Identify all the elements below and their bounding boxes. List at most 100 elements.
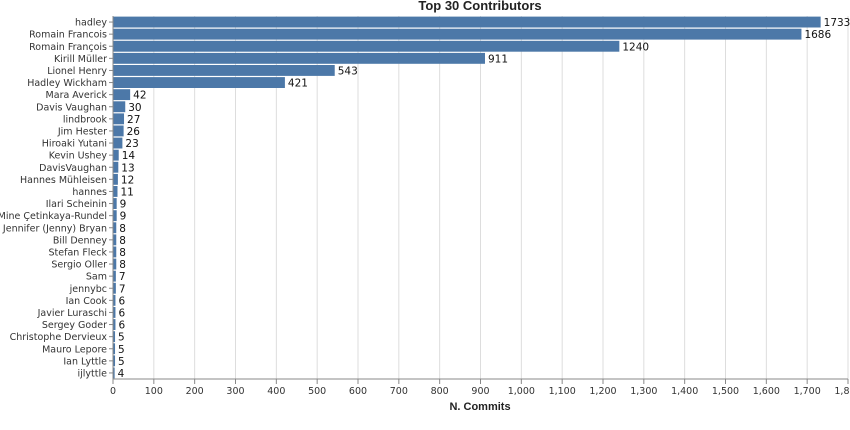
gridlines bbox=[112, 16, 849, 379]
bar bbox=[113, 234, 117, 246]
bar bbox=[113, 210, 117, 222]
x-tick-label: 1,300 bbox=[630, 386, 657, 397]
category-label: Sam bbox=[86, 272, 107, 283]
value-label: 7 bbox=[119, 271, 126, 283]
bar bbox=[113, 331, 116, 343]
bar bbox=[113, 355, 116, 367]
value-label: 6 bbox=[118, 295, 125, 307]
category-label: jennybc bbox=[69, 284, 107, 295]
category-label: Stefan Fleck bbox=[49, 247, 108, 258]
x-axis-title: N. Commits bbox=[449, 401, 510, 413]
category-label: hannes bbox=[72, 187, 107, 198]
x-tick-label: 500 bbox=[308, 386, 326, 397]
value-label: 11 bbox=[120, 186, 133, 198]
category-label: lindbrook bbox=[63, 114, 108, 125]
bar bbox=[113, 319, 116, 330]
category-label: Ian Cook bbox=[66, 296, 108, 307]
value-label: 8 bbox=[119, 247, 126, 259]
bars: 1733168612409115434214230272623141312119… bbox=[113, 16, 850, 380]
value-label: 12 bbox=[121, 174, 134, 186]
bar bbox=[113, 113, 125, 125]
value-label: 421 bbox=[288, 78, 308, 90]
category-label: Jennifer (Jenny) Bryan bbox=[2, 223, 107, 234]
bar bbox=[113, 343, 116, 355]
x-tick-label: 800 bbox=[431, 386, 449, 397]
bar bbox=[113, 40, 620, 52]
x-tick-label: 1,500 bbox=[712, 386, 739, 397]
category-label: DavisVaughan bbox=[39, 163, 107, 174]
bar bbox=[113, 246, 117, 258]
x-tick-label: 0 bbox=[110, 386, 116, 397]
category-label: Mara Averick bbox=[46, 90, 108, 101]
bar bbox=[113, 258, 117, 270]
category-label: Javier Luraschi bbox=[37, 308, 107, 319]
bar bbox=[113, 89, 131, 101]
category-label: Kevin Ushey bbox=[49, 151, 108, 162]
category-label: Jim Hester bbox=[57, 126, 107, 137]
value-label: 42 bbox=[133, 90, 146, 102]
bar bbox=[113, 28, 802, 40]
value-label: 9 bbox=[120, 211, 127, 223]
bar bbox=[113, 149, 119, 161]
category-label: Sergio Oller bbox=[51, 260, 107, 271]
bar bbox=[113, 222, 117, 234]
x-tick-label: 900 bbox=[471, 386, 489, 397]
value-label: 5 bbox=[118, 356, 125, 368]
category-label: Bill Denney bbox=[53, 235, 108, 246]
bar bbox=[113, 101, 126, 113]
bar bbox=[113, 77, 285, 88]
value-label: 8 bbox=[119, 259, 126, 271]
value-label: 4 bbox=[118, 368, 125, 380]
category-label: Hiroaki Yutani bbox=[42, 139, 107, 150]
x-tick-label: 1,000 bbox=[508, 386, 535, 397]
value-label: 13 bbox=[121, 162, 134, 174]
chart-title: Top 30 Contributors bbox=[418, 0, 541, 13]
category-label: Kirill Müller bbox=[54, 54, 107, 65]
category-label: Hannes Mühleisen bbox=[20, 175, 107, 186]
axes: 0 100 200 300 400 500 600 700 800 900 1,000 1,100 1,… bbox=[0, 16, 850, 397]
value-label: 30 bbox=[128, 102, 141, 114]
bar bbox=[113, 173, 118, 185]
bar bbox=[113, 198, 117, 209]
category-label: Mauro Lepore bbox=[42, 344, 107, 355]
x-tick-label: 700 bbox=[390, 386, 408, 397]
bar bbox=[113, 307, 116, 318]
value-label: 26 bbox=[127, 126, 141, 138]
value-label: 8 bbox=[119, 223, 126, 235]
x-tick-label: 1,700 bbox=[794, 386, 821, 397]
value-label: 543 bbox=[338, 65, 358, 77]
bar bbox=[113, 367, 115, 379]
value-label: 911 bbox=[488, 53, 508, 65]
bar bbox=[113, 65, 335, 76]
x-tick-label: 100 bbox=[145, 386, 163, 397]
value-label: 14 bbox=[122, 150, 136, 162]
x-tick-label: 1,400 bbox=[671, 386, 698, 397]
category-label: Christophe Dervieux bbox=[10, 332, 108, 343]
category-label: ijlyttle bbox=[78, 368, 108, 379]
bar bbox=[113, 282, 116, 294]
value-label: 7 bbox=[119, 283, 126, 295]
category-label: hadley bbox=[75, 18, 107, 29]
category-label: Ilari Scheinin bbox=[46, 199, 107, 210]
bar bbox=[113, 161, 119, 173]
value-label: 1733 bbox=[824, 17, 850, 29]
category-label: Lionel Henry bbox=[47, 66, 107, 77]
bar bbox=[113, 16, 821, 28]
x-tick-label: 1,800 bbox=[834, 386, 850, 397]
bar bbox=[113, 137, 123, 149]
category-label: Romain Francois bbox=[29, 30, 107, 41]
x-tick-label: 1,100 bbox=[549, 386, 576, 397]
category-label: Davis Vaughan bbox=[36, 102, 107, 113]
bar bbox=[113, 186, 118, 197]
category-label: Mine Çetinkaya-Rundel bbox=[0, 211, 107, 222]
x-tick-label: 1,200 bbox=[589, 386, 616, 397]
category-label: Sergey Goder bbox=[42, 320, 107, 331]
value-label: 9 bbox=[120, 199, 127, 211]
value-label: 6 bbox=[118, 320, 125, 332]
value-label: 1686 bbox=[804, 29, 831, 41]
value-label: 5 bbox=[118, 344, 125, 356]
x-tick-label: 400 bbox=[267, 386, 285, 397]
bar bbox=[113, 294, 116, 306]
category-label: Ian Lyttle bbox=[63, 356, 107, 367]
category-label: Romain François bbox=[29, 42, 107, 53]
